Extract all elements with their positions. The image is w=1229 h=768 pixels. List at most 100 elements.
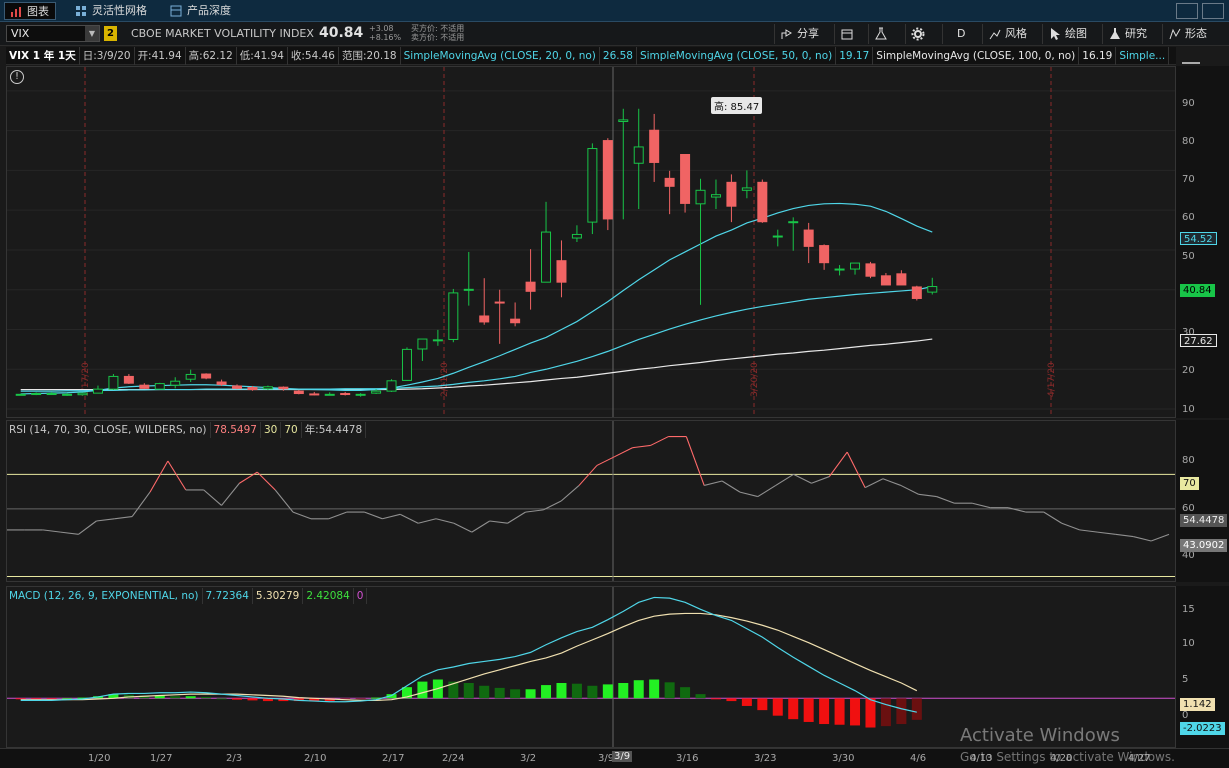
symbol-input[interactable]: VIX ▼ xyxy=(6,25,100,42)
macd-histogram-bar xyxy=(602,684,613,699)
rsi-segment xyxy=(632,444,651,449)
rsi-segment xyxy=(382,513,401,520)
tab-chart[interactable]: 图表 xyxy=(4,2,56,20)
patterns-button[interactable]: 形态 xyxy=(1162,24,1213,44)
candle-body xyxy=(850,262,861,270)
style-icon xyxy=(989,29,1001,40)
pattern-icon xyxy=(1169,28,1181,40)
price-chart-svg: 1/17/20 2/21/20 3/20/20 4/17/20 xyxy=(7,67,1175,417)
rsi-segment xyxy=(596,456,616,466)
ma20-price-tag: 54.52 xyxy=(1180,232,1217,245)
rsi-panel[interactable] xyxy=(6,420,1176,582)
candle-body xyxy=(185,373,196,380)
rsi-segment xyxy=(328,511,347,520)
rsi-segment xyxy=(42,529,61,533)
candle-body xyxy=(602,140,613,220)
studies-icon xyxy=(1110,28,1120,39)
chart-header: VIX 1 年 1天 日:3/9/20 开:41.94 高:62.12 低:41.94 收… xyxy=(6,47,1176,65)
rsi-segment xyxy=(400,513,419,524)
collapse-icon[interactable] xyxy=(1182,48,1200,64)
candle-body xyxy=(927,286,938,293)
macd-histogram-bar xyxy=(865,698,876,728)
candle-body xyxy=(293,390,304,395)
macd-histogram-bar xyxy=(525,689,536,699)
macd-histogram-bar xyxy=(880,698,891,727)
maximize-window-button[interactable] xyxy=(1202,3,1224,19)
rsi-segment xyxy=(793,473,812,484)
macd-panel[interactable] xyxy=(6,586,1176,748)
macd-label[interactable]: MACD (12, 26, 9, EXPONENTIAL, no) xyxy=(6,588,203,604)
rsi-axis[interactable]: 80 60 40 70 54.4478 43.0902 xyxy=(1176,420,1229,582)
candle-body xyxy=(695,189,706,205)
rsi-segment xyxy=(614,447,633,458)
price-panel[interactable]: 1/17/20 2/21/20 3/20/20 4/17/20 ! 高: 85.47 xyxy=(6,66,1176,418)
rsi-label[interactable]: RSI (14, 70, 30, CLOSE, WILDERS, no) xyxy=(6,422,211,438)
rsi-header: RSI (14, 70, 30, CLOSE, WILDERS, no) 78.5… xyxy=(6,422,367,438)
share-button[interactable]: 分享 xyxy=(774,24,825,44)
link-group-badge[interactable]: 2 xyxy=(104,26,117,41)
macd-histogram-bar xyxy=(664,682,675,699)
ma20-label[interactable]: SimpleMovingAvg (CLOSE, 20, 0, no) xyxy=(401,47,600,65)
candle-body xyxy=(278,386,289,390)
rsi-segment xyxy=(775,473,794,486)
rsi-segment xyxy=(704,480,723,486)
rsi-segment xyxy=(149,460,169,493)
style-button[interactable]: 风格 xyxy=(982,24,1033,44)
rsi-segment xyxy=(96,518,115,522)
chevron-down-icon[interactable]: ▼ xyxy=(85,26,99,41)
macd-histogram-bar xyxy=(216,698,227,700)
event-marker-label: 3/20/20 xyxy=(750,362,760,397)
macd-histogram-bar xyxy=(803,698,814,722)
candle-body xyxy=(463,288,474,291)
candle-body xyxy=(62,393,73,396)
high-callout: 高: 85.47 xyxy=(711,97,763,114)
macd-histogram-bar xyxy=(355,698,366,700)
time-axis[interactable]: 1/20 1/27 2/3 2/10 2/17 2/24 3/2 3/9 3/1… xyxy=(0,748,1229,768)
calendar-button[interactable] xyxy=(834,24,859,44)
share-icon xyxy=(781,29,792,39)
event-marker-label: 2/21/20 xyxy=(440,362,450,397)
macd-histogram-bar xyxy=(31,698,42,700)
price-axis[interactable]: 90 80 70 60 50 40 30 20 10 54.52 40.84 2… xyxy=(1176,66,1229,418)
activation-watermark-sub: Go to Settings to activate Windows. xyxy=(960,750,1175,764)
rsi-segment xyxy=(1150,533,1170,542)
activation-watermark: Activate Windows xyxy=(960,725,1120,746)
candle-body xyxy=(247,387,258,391)
settings-button[interactable] xyxy=(905,24,930,44)
macd-histogram-bar xyxy=(556,683,567,699)
ma100-label[interactable]: SimpleMovingAvg (CLOSE, 100, 0, no) xyxy=(873,47,1080,65)
event-marker-label: 1/17/20 xyxy=(81,362,91,397)
chart-title[interactable]: VIX 1 年 1天 xyxy=(6,47,80,65)
macd-axis[interactable]: 15 10 5 0 1.142 -2.0223 xyxy=(1176,586,1229,748)
aggregation-period-button[interactable]: D xyxy=(942,24,979,44)
tab-flexible-grid[interactable]: 灵活性网格 xyxy=(70,2,153,20)
rsi-segment xyxy=(292,511,312,520)
macd-histogram-bar xyxy=(680,687,691,699)
depth-icon xyxy=(170,5,182,17)
candle-body xyxy=(31,393,42,396)
restore-window-button[interactable] xyxy=(1176,3,1198,19)
candle-body xyxy=(880,275,891,286)
rsi-segment xyxy=(972,502,991,509)
cursor-icon xyxy=(1051,28,1060,40)
macd-histogram-bar xyxy=(911,698,922,720)
candle-body xyxy=(525,281,536,292)
candle-body xyxy=(726,181,737,207)
drawings-button[interactable]: 绘图 xyxy=(1042,24,1093,44)
studies-button[interactable]: 研究 xyxy=(1102,24,1153,44)
crosshair-date: 3/9 xyxy=(612,751,633,762)
alert-icon[interactable]: ! xyxy=(10,70,24,84)
ma50-label[interactable]: SimpleMovingAvg (CLOSE, 50, 0, no) xyxy=(637,47,837,65)
candle-body xyxy=(911,286,922,299)
candle-body xyxy=(371,390,382,394)
flask-button[interactable] xyxy=(868,24,893,44)
candle-body xyxy=(741,187,752,191)
macd-histogram-bar xyxy=(494,687,505,699)
rsi-70-tag: 70 xyxy=(1180,477,1199,490)
candle-body xyxy=(432,339,443,342)
tab-product-depth[interactable]: 产品深度 xyxy=(165,2,237,20)
macd-histogram-bar xyxy=(710,698,721,700)
macd-histogram-bar xyxy=(154,695,165,699)
candle-body xyxy=(355,393,366,396)
event-marker-label: 4/17/20 xyxy=(1047,362,1057,397)
